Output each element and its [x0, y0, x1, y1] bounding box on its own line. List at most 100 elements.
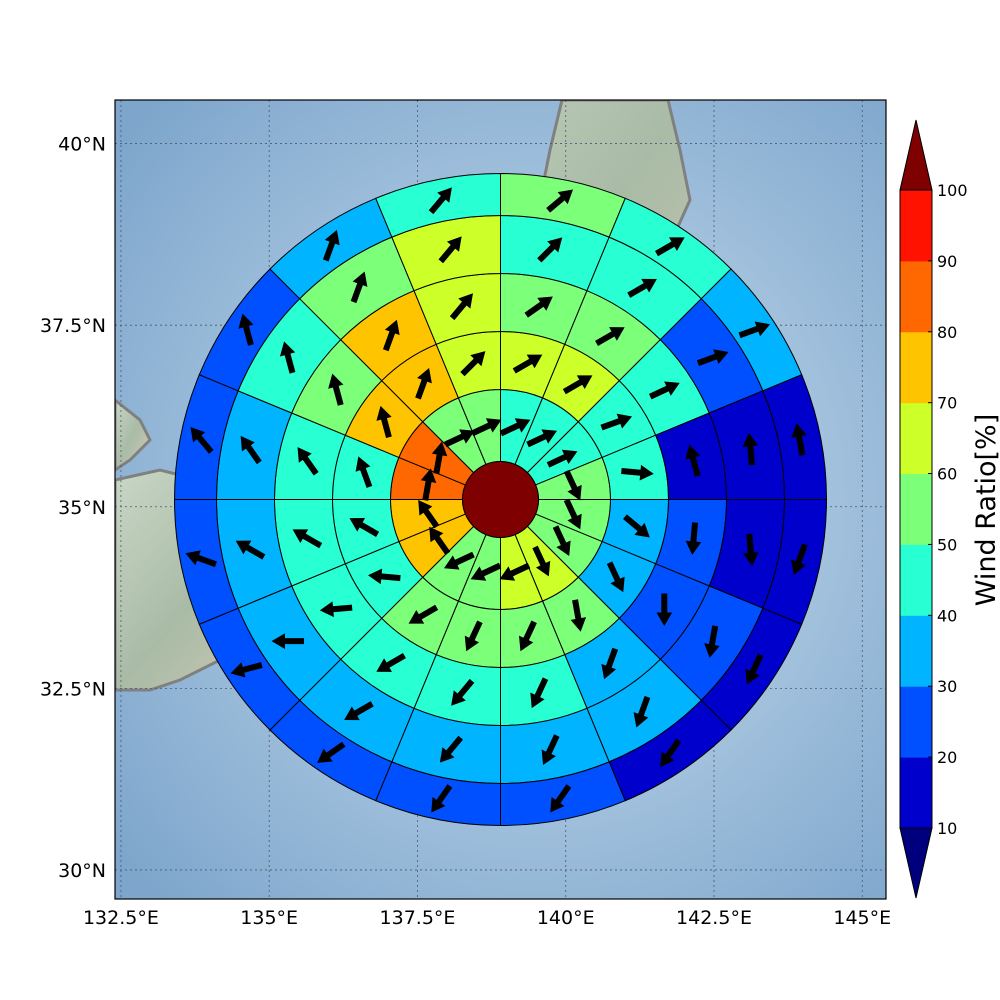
wind-arrow: [532, 545, 551, 577]
wind-arrow: [550, 784, 572, 813]
wind-arrow: [627, 278, 657, 298]
wind-arrow: [418, 500, 440, 529]
latitude-tick-label: 30°N: [58, 860, 106, 882]
wind-arrow: [648, 381, 680, 400]
colorbar-band: [900, 260, 932, 333]
wind-arrow: [355, 456, 373, 488]
wind-arrow: [606, 561, 625, 593]
wind-arrow: [660, 738, 682, 768]
wind-arrow: [656, 593, 673, 626]
wind-arrow: [235, 540, 266, 560]
wind-arrow: [537, 237, 563, 263]
longitude-tick-label: 137.5°E: [380, 907, 456, 929]
longitude-tick-label: 145°E: [833, 907, 891, 929]
wind-arrow: [696, 349, 729, 366]
wind-arrow: [238, 313, 254, 346]
wind-arrow: [499, 562, 531, 581]
map-panel: [115, 100, 886, 899]
wind-arrow: [546, 449, 578, 468]
wind-arrow: [600, 413, 633, 431]
wind-arrow: [791, 423, 807, 456]
wind-arrow: [350, 271, 368, 304]
wind-arrow: [349, 518, 380, 537]
wind-arrow: [292, 529, 323, 549]
wind-arrows: [185, 187, 808, 813]
wind-arrow: [470, 418, 502, 437]
wind-arrow: [738, 321, 771, 339]
wind-arrow: [444, 429, 475, 448]
latitude-tick-label: 37.5°N: [40, 315, 106, 337]
wind-arrow: [685, 522, 702, 555]
colorbar-tick-label: 100: [937, 181, 968, 200]
wind-arrow: [601, 647, 619, 680]
colorbar-band: [900, 757, 932, 829]
wind-arrow: [420, 468, 437, 501]
wind-arrow: [429, 526, 451, 556]
wind-arrow: [439, 735, 464, 763]
wind-arrow: [685, 444, 701, 477]
wind-arrow: [382, 319, 400, 352]
wind-arrow: [519, 620, 537, 652]
wind-arrow: [279, 341, 296, 374]
wind-arrow: [317, 741, 346, 763]
wind-arrow: [526, 429, 558, 448]
wind-arrow: [460, 351, 486, 377]
wind-arrow: [791, 543, 808, 575]
wind-arrow: [230, 662, 263, 678]
map-frame: [114, 99, 887, 900]
longitude-tick-label: 140°E: [537, 907, 595, 929]
wind-arrow: [408, 604, 439, 624]
colorbar-under-extension: [899, 827, 933, 899]
wind-arrow: [655, 237, 685, 257]
colorbar-tick-label: 30: [937, 677, 957, 696]
korea-land: [115, 398, 152, 472]
wind-arrow: [322, 229, 340, 262]
latitude-tick-label: 35°N: [58, 497, 106, 519]
wind-arrow: [621, 464, 654, 481]
longitude-tick-labels: 132.5°E 135°E 137.5°E 140°E 142.5°E 145°E: [83, 907, 891, 929]
wind-arrow: [376, 405, 392, 439]
wind-arrow: [464, 620, 483, 652]
wind-arrow: [415, 367, 432, 400]
colorbar-band: [900, 686, 932, 758]
wind-arrow: [563, 469, 582, 501]
wind-arrow: [185, 550, 217, 568]
colorbar-tick-label: 20: [937, 748, 957, 767]
wind-arrow: [443, 551, 475, 570]
colorbar-band: [900, 331, 932, 404]
colorbar-tick-label: 70: [937, 394, 957, 413]
colorbar-label: Wind Ratio[%]: [971, 414, 1000, 606]
wind-arrow: [541, 734, 560, 766]
wind-arrow: [530, 677, 549, 709]
longitude-tick-label: 142.5°E: [676, 907, 752, 929]
wind-arrow: [428, 187, 452, 215]
wind-arrow: [704, 625, 720, 658]
longitude-tick-label: 132.5°E: [83, 907, 159, 929]
latitude-tick-label: 40°N: [58, 134, 106, 156]
wind-arrow: [546, 189, 574, 213]
wind-arrow: [271, 633, 304, 650]
colorbar-over-extension: [899, 119, 933, 191]
wind-arrow: [595, 327, 625, 347]
wind-arrow: [438, 236, 462, 264]
wind-arrow: [190, 426, 214, 454]
wind-arrow: [319, 601, 353, 618]
colorbar: 10 20 30 40 50 60 70 80 90 100 Wind Ratio[%]: [899, 119, 1000, 899]
center-cell: [462, 461, 539, 538]
colorbar-band: [900, 615, 932, 687]
wind-arrow: [623, 514, 650, 538]
wind-arrow: [376, 652, 406, 672]
wind-arrow: [297, 447, 319, 476]
wind-arrow: [367, 568, 401, 585]
wind-arrow: [570, 599, 587, 632]
wind-arrow: [512, 354, 543, 374]
colorbar-bands: [900, 190, 932, 829]
colorbar-tick-label: 10: [937, 819, 957, 838]
wind-arrow: [742, 432, 759, 466]
colorbar-tick-label: 40: [937, 606, 957, 625]
wind-arrow: [431, 784, 453, 813]
colorbar-band: [900, 473, 932, 545]
wind-arrow: [552, 525, 571, 557]
wind-arrow: [633, 695, 651, 728]
